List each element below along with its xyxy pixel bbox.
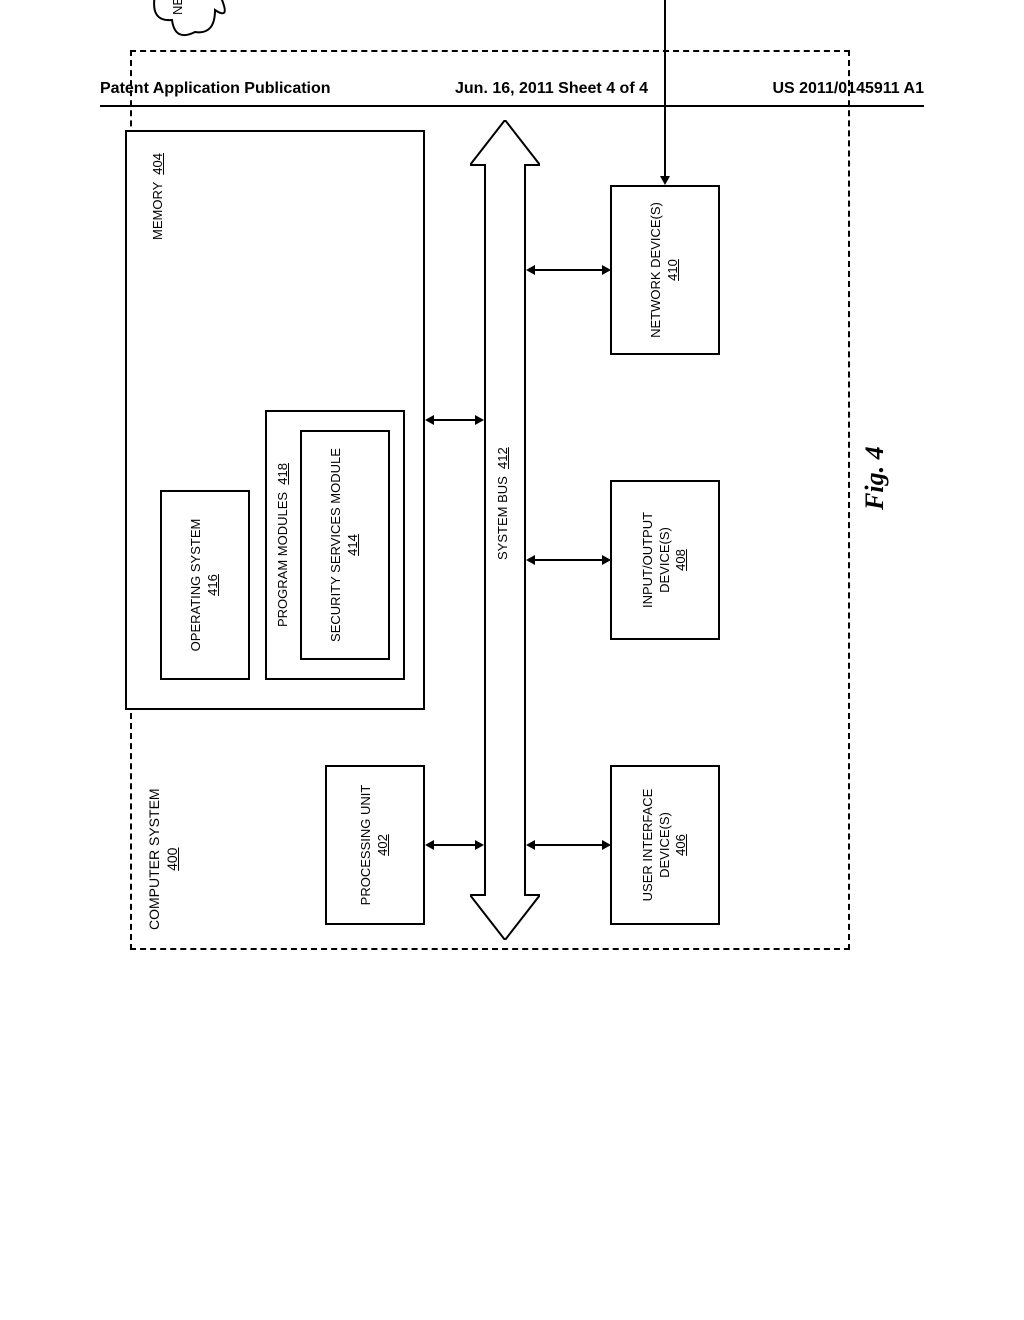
ui-text: USER INTERFACE DEVICE(S): [640, 767, 674, 923]
pu-ref: 402: [375, 834, 392, 856]
security-services-box: SECURITY SERVICES MODULE 414: [300, 430, 390, 660]
arrowhead-icon: [660, 176, 670, 185]
connector: [664, 0, 666, 177]
nd-text: NETWORK DEVICE(S): [648, 202, 665, 338]
network-cloud-label: NETWORK 420: [170, 0, 204, 15]
input-output-box: INPUT/OUTPUT DEVICE(S) 408: [610, 480, 720, 640]
bus-ref: 412: [495, 447, 510, 469]
pu-text: PROCESSING UNIT: [358, 785, 375, 906]
arrowhead-icon: [526, 555, 535, 565]
connector: [534, 269, 602, 271]
nd-ref: 410: [665, 259, 682, 281]
ui-ref: 406: [673, 834, 690, 856]
os-ref: 416: [205, 574, 222, 596]
user-interface-box: USER INTERFACE DEVICE(S) 406: [610, 765, 720, 925]
figure-label: Fig. 4: [860, 446, 890, 510]
connector: [433, 419, 475, 421]
rotated-diagram: COMPUTER SYSTEM 400 MEMORY 404 OPERATING…: [100, 0, 920, 980]
arrowhead-icon: [425, 840, 434, 850]
arrowhead-icon: [526, 840, 535, 850]
net-text: NETWORK: [170, 0, 185, 15]
arrowhead-icon: [425, 415, 434, 425]
arrowhead-icon: [475, 840, 484, 850]
processing-unit-box: PROCESSING UNIT 402: [325, 765, 425, 925]
mem-ref: 404: [150, 153, 165, 175]
cs-ref: 400: [164, 848, 180, 871]
io-text: INPUT/OUTPUT DEVICE(S): [640, 482, 674, 638]
io-ref: 408: [673, 549, 690, 571]
arrowhead-icon: [526, 265, 535, 275]
connector: [433, 844, 475, 846]
bus-text: SYSTEM BUS: [495, 476, 510, 560]
operating-system-box: OPERATING SYSTEM 416: [160, 490, 250, 680]
diagram-area: COMPUTER SYSTEM 400 MEMORY 404 OPERATING…: [100, 160, 920, 1210]
computer-system-label: COMPUTER SYSTEM 400: [145, 788, 181, 930]
connector: [534, 844, 602, 846]
pm-text: PROGRAM MODULES: [275, 492, 290, 627]
network-devices-box: NETWORK DEVICE(S) 410: [610, 185, 720, 355]
arrowhead-icon: [475, 415, 484, 425]
system-bus-label: SYSTEM BUS 412: [495, 447, 510, 560]
pm-ref: 418: [275, 463, 290, 485]
arrowhead-icon: [602, 265, 611, 275]
os-text: OPERATING SYSTEM: [188, 519, 205, 652]
mem-text: MEMORY: [150, 182, 165, 240]
ss-ref: 414: [345, 534, 362, 556]
ss-text: SECURITY SERVICES MODULE: [328, 448, 345, 642]
arrowhead-icon: [602, 840, 611, 850]
cs-text: COMPUTER SYSTEM: [146, 788, 162, 930]
arrowhead-icon: [602, 555, 611, 565]
connector: [534, 559, 602, 561]
